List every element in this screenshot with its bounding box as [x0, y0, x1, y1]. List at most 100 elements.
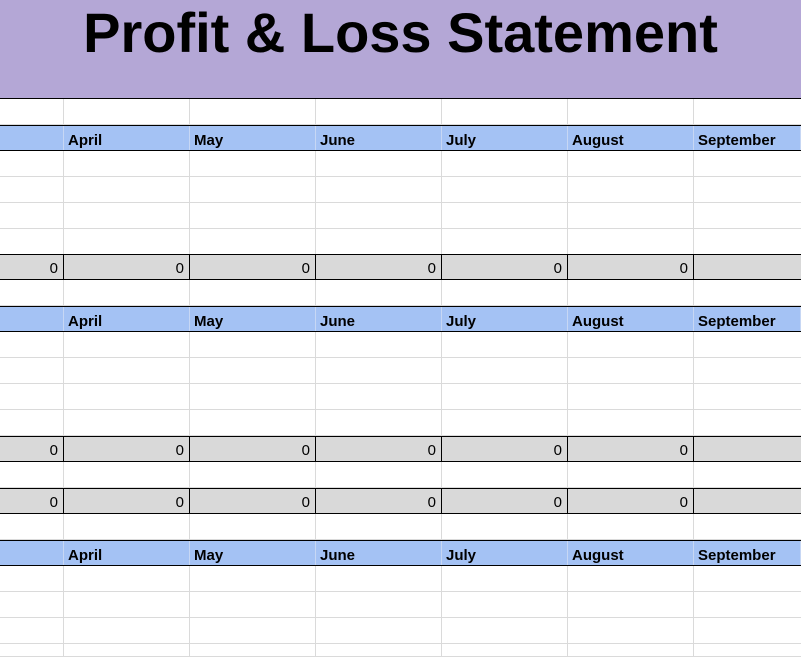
total-cell[interactable]: 0	[64, 489, 190, 513]
cell[interactable]	[0, 592, 64, 618]
cell[interactable]	[568, 410, 694, 436]
cell[interactable]	[0, 644, 64, 657]
cell[interactable]	[316, 410, 442, 436]
cell[interactable]	[442, 332, 568, 358]
cell[interactable]	[0, 462, 64, 488]
cell[interactable]	[694, 229, 801, 255]
cell[interactable]	[694, 384, 801, 410]
header-cell-label[interactable]	[0, 307, 64, 331]
cell[interactable]	[694, 410, 801, 436]
cell[interactable]	[190, 203, 316, 229]
cell[interactable]	[190, 644, 316, 657]
header-cell-june[interactable]: June	[316, 541, 442, 565]
cell[interactable]	[442, 618, 568, 644]
cell[interactable]	[190, 618, 316, 644]
cell[interactable]	[64, 332, 190, 358]
cell[interactable]	[694, 358, 801, 384]
cell[interactable]	[64, 514, 190, 540]
cell[interactable]	[0, 358, 64, 384]
header-cell-june[interactable]: June	[316, 307, 442, 331]
cell[interactable]	[190, 177, 316, 203]
header-cell-august[interactable]: August	[568, 126, 694, 150]
cell[interactable]	[0, 151, 64, 177]
cell[interactable]	[190, 384, 316, 410]
total-cell[interactable]: 0	[442, 255, 568, 279]
cell[interactable]	[0, 203, 64, 229]
total-cell[interactable]: 0	[0, 437, 64, 461]
total-cell[interactable]	[694, 489, 801, 513]
cell[interactable]	[316, 644, 442, 657]
cell[interactable]	[694, 514, 801, 540]
cell[interactable]	[0, 280, 64, 306]
cell[interactable]	[0, 618, 64, 644]
cell[interactable]	[694, 99, 801, 125]
header-cell-july[interactable]: July	[442, 126, 568, 150]
header-cell-september[interactable]: September	[694, 541, 801, 565]
cell[interactable]	[694, 280, 801, 306]
cell[interactable]	[568, 99, 694, 125]
cell[interactable]	[568, 229, 694, 255]
cell[interactable]	[442, 410, 568, 436]
cell[interactable]	[568, 384, 694, 410]
cell[interactable]	[190, 332, 316, 358]
cell[interactable]	[0, 514, 64, 540]
cell[interactable]	[694, 644, 801, 657]
cell[interactable]	[316, 566, 442, 592]
cell[interactable]	[64, 99, 190, 125]
total-cell[interactable]: 0	[190, 437, 316, 461]
cell[interactable]	[442, 203, 568, 229]
cell[interactable]	[442, 462, 568, 488]
header-cell-may[interactable]: May	[190, 307, 316, 331]
cell[interactable]	[694, 332, 801, 358]
title-band[interactable]: Profit & Loss Statement	[0, 0, 801, 99]
header-cell-september[interactable]: September	[694, 307, 801, 331]
cell[interactable]	[190, 462, 316, 488]
total-cell[interactable]: 0	[0, 255, 64, 279]
cell[interactable]	[190, 151, 316, 177]
cell[interactable]	[64, 177, 190, 203]
cell[interactable]	[442, 592, 568, 618]
header-cell-april[interactable]: April	[64, 541, 190, 565]
total-cell[interactable]: 0	[568, 255, 694, 279]
header-cell-label[interactable]	[0, 126, 64, 150]
cell[interactable]	[190, 280, 316, 306]
cell[interactable]	[694, 592, 801, 618]
header-cell-august[interactable]: August	[568, 307, 694, 331]
cell[interactable]	[316, 358, 442, 384]
cell[interactable]	[694, 618, 801, 644]
cell[interactable]	[64, 410, 190, 436]
cell[interactable]	[442, 566, 568, 592]
cell[interactable]	[0, 99, 64, 125]
total-cell[interactable]: 0	[190, 255, 316, 279]
total-cell[interactable]: 0	[316, 489, 442, 513]
total-cell[interactable]: 0	[64, 437, 190, 461]
total-cell[interactable]	[694, 255, 801, 279]
total-cell[interactable]: 0	[568, 437, 694, 461]
cell[interactable]	[694, 462, 801, 488]
cell[interactable]	[316, 592, 442, 618]
cell[interactable]	[0, 566, 64, 592]
cell[interactable]	[568, 358, 694, 384]
cell[interactable]	[64, 229, 190, 255]
cell[interactable]	[64, 618, 190, 644]
cell[interactable]	[442, 177, 568, 203]
cell[interactable]	[442, 514, 568, 540]
cell[interactable]	[64, 384, 190, 410]
total-cell[interactable]: 0	[568, 489, 694, 513]
cell[interactable]	[442, 644, 568, 657]
cell[interactable]	[316, 618, 442, 644]
total-cell[interactable]: 0	[316, 437, 442, 461]
cell[interactable]	[568, 644, 694, 657]
total-cell[interactable]: 0	[316, 255, 442, 279]
header-cell-july[interactable]: July	[442, 541, 568, 565]
cell[interactable]	[0, 229, 64, 255]
cell[interactable]	[190, 514, 316, 540]
cell[interactable]	[190, 592, 316, 618]
cell[interactable]	[316, 384, 442, 410]
total-cell[interactable]: 0	[64, 255, 190, 279]
cell[interactable]	[568, 203, 694, 229]
cell[interactable]	[316, 203, 442, 229]
cell[interactable]	[316, 280, 442, 306]
header-cell-july[interactable]: July	[442, 307, 568, 331]
cell[interactable]	[442, 280, 568, 306]
